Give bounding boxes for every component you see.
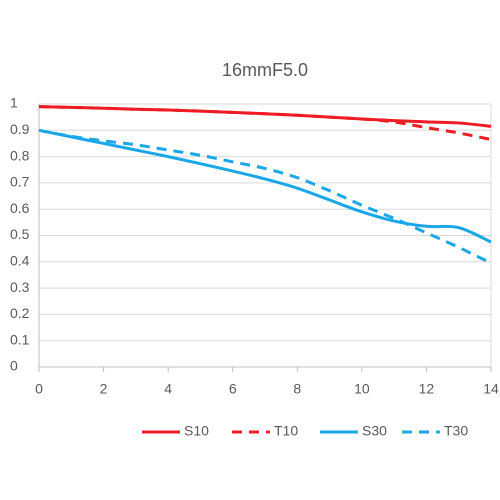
x-tick-label: 2 xyxy=(100,381,108,397)
y-tick-label: 0.7 xyxy=(10,174,30,190)
legend-label: T10 xyxy=(274,423,298,439)
chart-title: 16mmF5.0 xyxy=(222,60,308,80)
x-tick-label: 0 xyxy=(35,381,43,397)
y-tick-label: 0.6 xyxy=(10,200,30,216)
y-tick-label: 0.9 xyxy=(10,121,30,137)
x-tick-label: 14 xyxy=(483,381,499,397)
y-tick-label: 0.4 xyxy=(10,253,30,269)
x-tick-label: 10 xyxy=(354,381,370,397)
x-tick-label: 6 xyxy=(229,381,237,397)
series-line xyxy=(38,105,492,141)
series-line xyxy=(38,128,492,244)
x-tick-label: 12 xyxy=(419,381,435,397)
legend-label: S30 xyxy=(362,423,387,439)
y-tick-label: 0.8 xyxy=(10,147,30,163)
legend-label: S10 xyxy=(184,423,209,439)
y-tick-label: 0.3 xyxy=(10,279,30,295)
x-tick-label: 4 xyxy=(164,381,172,397)
series-line xyxy=(38,105,492,128)
y-tick-label: 0.2 xyxy=(10,305,30,321)
x-tick-label: 8 xyxy=(293,381,301,397)
y-tick-label: 0 xyxy=(10,358,18,374)
series-line xyxy=(38,128,492,265)
y-tick-label: 0.5 xyxy=(10,226,30,242)
legend-label: T30 xyxy=(444,423,468,439)
y-tick-label: 1 xyxy=(10,95,18,111)
y-tick-label: 0.1 xyxy=(10,331,30,347)
